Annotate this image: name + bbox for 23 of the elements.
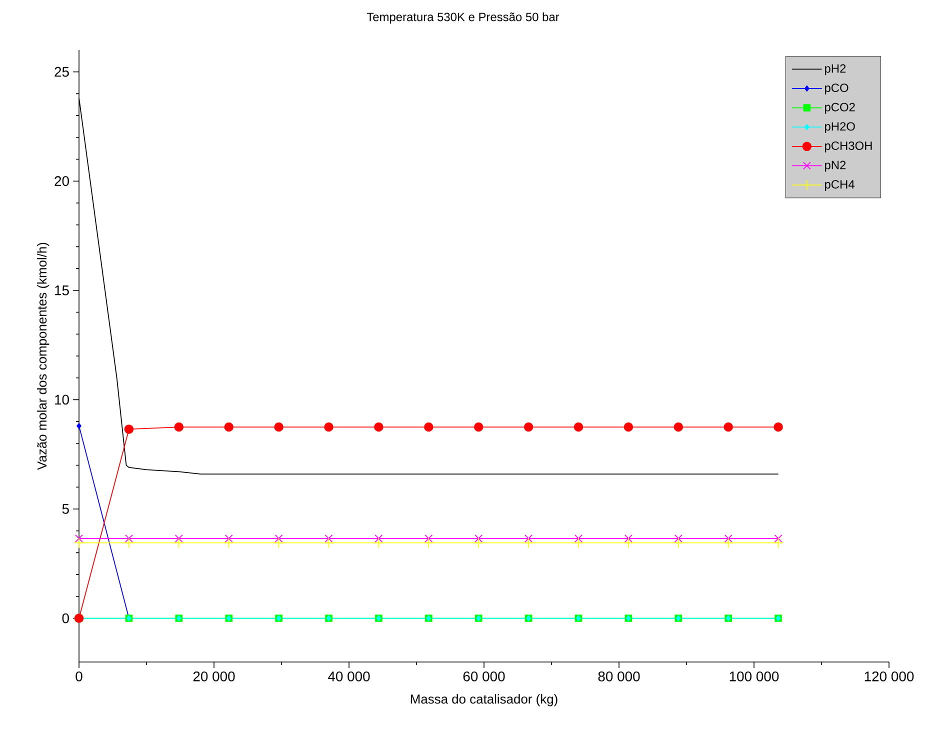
y-tick-label: 25 — [54, 66, 69, 77]
x-tick-label: 60 000 — [463, 671, 505, 682]
legend-label: pN2 — [825, 160, 846, 172]
y-axis-title: Vazão molar dos componentes (kmol/h) — [37, 242, 50, 470]
x-tick-label: 0 — [76, 671, 82, 682]
y-tick-label: 15 — [55, 286, 69, 296]
legend-label: pCH3OH — [825, 142, 872, 152]
x-tick-label: 120 000 — [864, 671, 914, 682]
x-tick-label: 20 000 — [193, 671, 235, 682]
legend-label: pCO2 — [825, 102, 855, 114]
y-tick-label: 5 — [62, 504, 69, 514]
y-tick-label: 10 — [55, 394, 69, 405]
x-axis-title: Massa do catalisador (kg) — [410, 694, 558, 706]
legend-label: pH2O — [825, 122, 855, 134]
x-tick-label: 100 000 — [730, 671, 779, 682]
y-tick-label: 0 — [62, 613, 69, 624]
legend-label: pCH4 — [825, 180, 854, 191]
x-tick-label: 80 000 — [598, 671, 640, 682]
x-tick-label: 40 000 — [328, 671, 370, 682]
legend-label: pH2 — [825, 64, 846, 76]
chart-title: Temperatura 530K e Pressão 50 bar — [366, 12, 560, 24]
y-tick-label: 20 — [54, 176, 69, 186]
legend-label: pCO — [825, 84, 848, 94]
